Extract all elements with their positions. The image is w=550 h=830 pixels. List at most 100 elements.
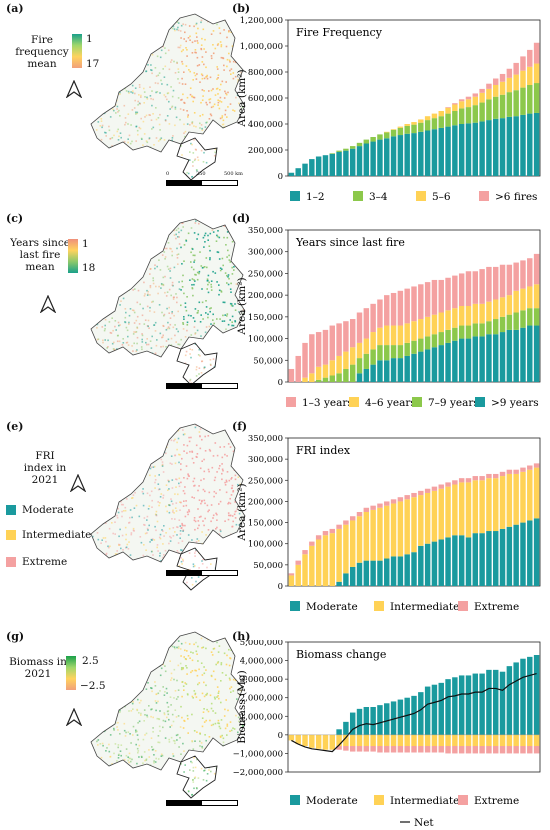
- bar-extreme: [506, 746, 513, 754]
- bar-intermediate: [384, 734, 390, 746]
- panel-letter-b: (b): [232, 2, 251, 15]
- bar-1-2: [493, 118, 499, 176]
- chart-title: Biomass change: [296, 648, 386, 661]
- chart-fire-frequency: 0 200,000 400,000 600,000 800,000 1,000,000 1,…: [236, 16, 541, 203]
- bar-7-9-years: [384, 345, 390, 361]
- bar-moderate: [445, 537, 451, 586]
- bar-1-2: [363, 143, 370, 176]
- map-peninsula: [176, 547, 218, 591]
- bar-1-2: [431, 129, 438, 176]
- bar-1-2: [302, 163, 308, 176]
- bar-moderate: [486, 669, 492, 735]
- legend-swatch: [374, 601, 384, 611]
- bar-extreme: [418, 746, 424, 753]
- bar-moderate: [431, 684, 438, 735]
- map-peninsula: [176, 342, 218, 386]
- legend-label: >9 years: [491, 397, 539, 409]
- years-since-label: Years since last fire mean: [10, 237, 70, 273]
- bar-intermediate: [424, 492, 431, 544]
- bar-moderate: [343, 721, 349, 735]
- y-tick-label: 250,000: [248, 476, 283, 486]
- bar-3-4: [349, 146, 356, 149]
- bar--9-years: [445, 342, 451, 382]
- bar-intermediate: [499, 734, 506, 746]
- bar-5-6: [533, 63, 540, 84]
- bar-4-6-years: [343, 351, 349, 369]
- colorbar-a-bottom: 17: [86, 58, 100, 70]
- bar-1-2: [404, 133, 410, 176]
- legend-label: Intermediate: [390, 601, 459, 613]
- bar-4-6-years: [445, 310, 451, 330]
- bar-intermediate: [336, 528, 342, 582]
- bar-extreme: [486, 746, 492, 754]
- bar--9-years: [458, 338, 465, 382]
- y-axis-label: Area (km²): [236, 69, 248, 127]
- bar-5-6: [506, 77, 513, 93]
- bar-5-6: [445, 107, 451, 114]
- bar-4-6-years: [438, 312, 444, 333]
- bar-4-6-years: [315, 366, 322, 380]
- bar-4-6-years: [465, 306, 472, 326]
- bar-1-3-years: [302, 342, 308, 378]
- bar-intermediate: [527, 469, 533, 521]
- bar-moderate: [336, 729, 342, 735]
- bar-1-2: [506, 116, 513, 176]
- bar-moderate: [493, 669, 499, 735]
- bar-4-6-years: [309, 373, 315, 382]
- bar-intermediate: [465, 482, 472, 538]
- legend-swatch: [458, 795, 468, 805]
- legend-swatch: [290, 191, 300, 201]
- biomass-label: Biomass in 2021: [9, 656, 67, 680]
- bar-intermediate: [329, 533, 335, 586]
- bar-intermediate: [411, 734, 417, 746]
- bar-4-6-years: [302, 377, 308, 382]
- map-land: [91, 219, 245, 357]
- bar-4-6-years: [424, 316, 431, 337]
- map-land: [91, 14, 245, 152]
- bar-intermediate: [493, 734, 499, 746]
- bar-moderate: [499, 671, 506, 735]
- bar-extreme: [363, 746, 370, 752]
- bar--6-fires: [493, 78, 499, 85]
- bar-7-9-years: [418, 338, 424, 352]
- bar-1-3-years: [418, 284, 424, 320]
- bar-intermediate: [404, 734, 410, 746]
- bar-intermediate: [363, 734, 370, 746]
- bar-7-9-years: [336, 373, 342, 382]
- bar-3-4: [506, 92, 513, 117]
- bar-intermediate: [309, 545, 315, 586]
- bar-intermediate: [506, 473, 513, 527]
- swatch-pink: [6, 557, 16, 567]
- bar--9-years: [499, 332, 506, 382]
- bar-1-3-years: [349, 319, 356, 348]
- bar--9-years: [438, 345, 444, 382]
- bar-extreme: [445, 482, 451, 487]
- bar-extreme: [336, 524, 342, 529]
- bar-4-6-years: [513, 290, 519, 313]
- bar-moderate: [356, 708, 363, 735]
- bar--6-fires: [452, 103, 458, 105]
- key-intermediate: Intermediate: [6, 529, 91, 541]
- legend-label: Moderate: [306, 795, 358, 807]
- bar-intermediate: [336, 734, 342, 746]
- bar-moderate: [363, 707, 370, 735]
- map-border: [90, 631, 246, 771]
- y-axis-label: Area (km²): [236, 483, 248, 541]
- map-land: [91, 632, 245, 770]
- bar-extreme: [520, 467, 526, 472]
- bar-extreme: [533, 463, 540, 468]
- colorbar-c-bottom: 18: [82, 262, 96, 274]
- bar-extreme: [349, 746, 356, 752]
- bar-1-2: [472, 122, 479, 176]
- bar-5-6: [465, 99, 472, 108]
- bar-5-6: [431, 113, 438, 119]
- bar-moderate: [384, 703, 390, 735]
- y-tick-label: 3,000,000: [240, 675, 283, 685]
- bar--9-years: [465, 338, 472, 382]
- net-line: [291, 672, 537, 753]
- y-tick-label: 50,000: [253, 561, 283, 571]
- bar-intermediate: [458, 482, 465, 536]
- bar-extreme: [493, 473, 499, 479]
- bar--9-years: [493, 334, 499, 382]
- bar-1-2: [499, 118, 506, 176]
